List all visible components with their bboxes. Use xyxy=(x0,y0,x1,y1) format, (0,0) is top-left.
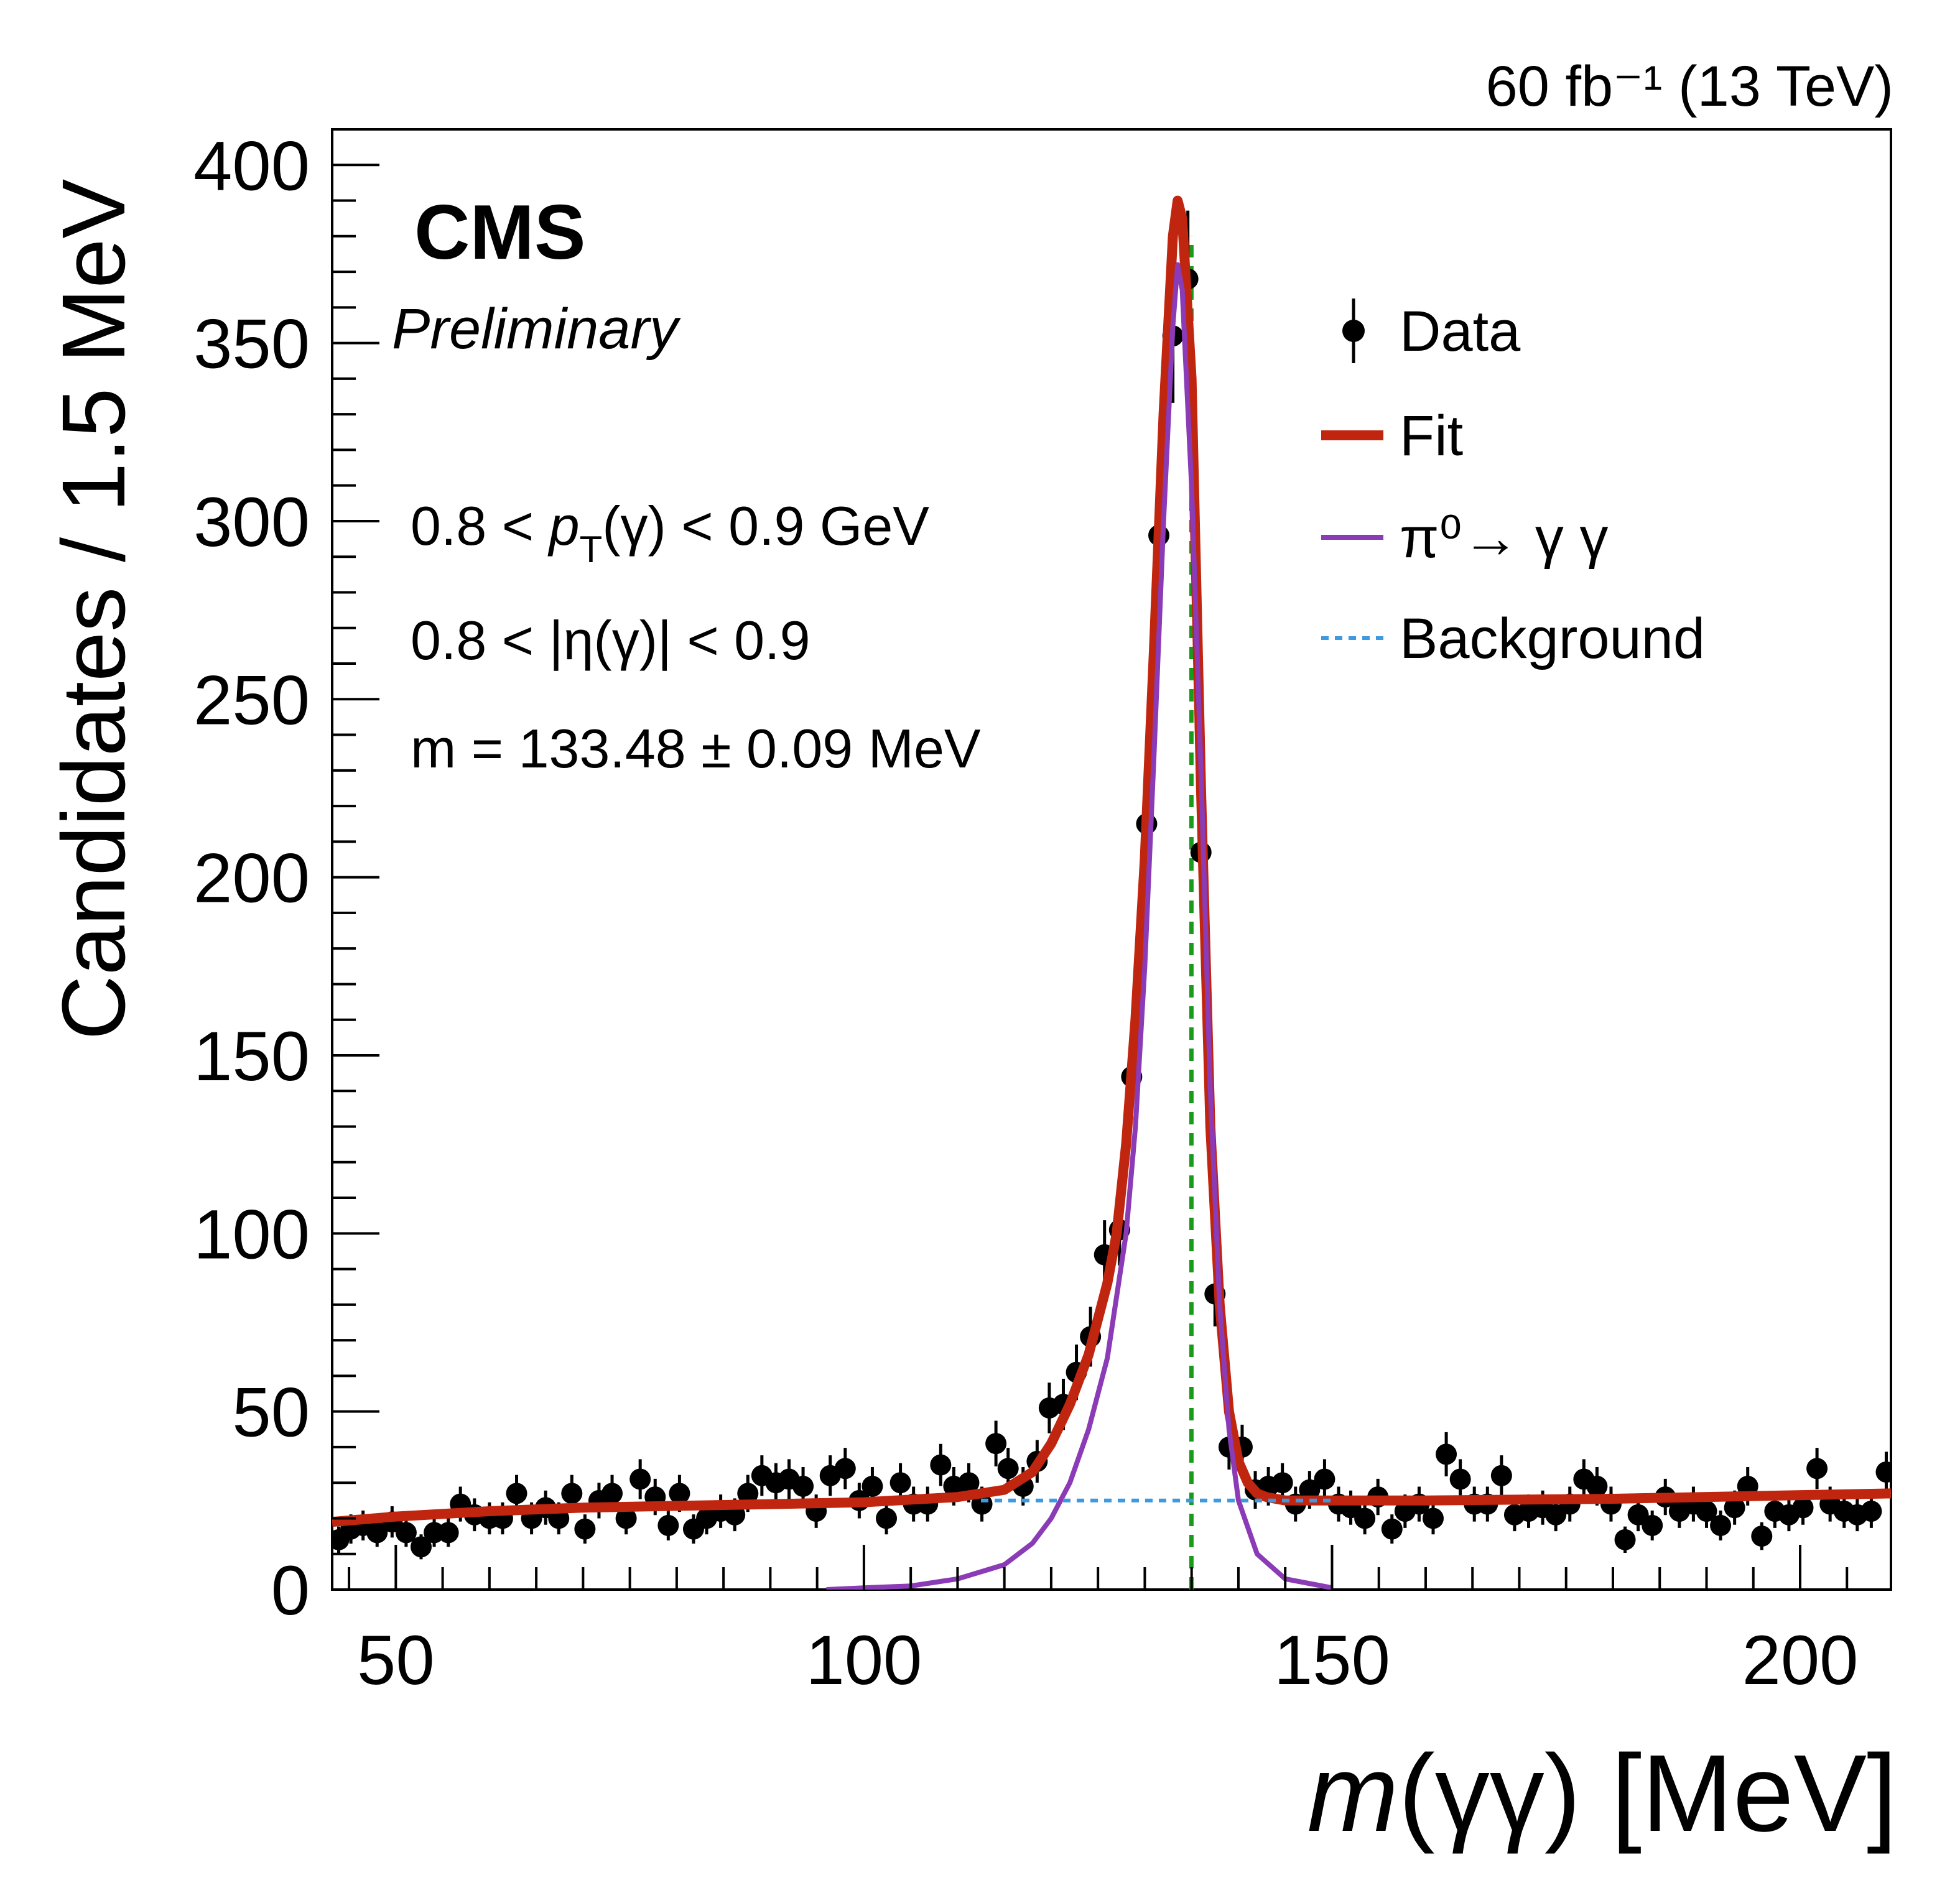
data-point xyxy=(1642,1514,1663,1536)
legend-label: Fit xyxy=(1400,404,1463,468)
y-tick-label: 100 xyxy=(193,1195,310,1273)
annotation: m = 133.48 ± 0.09 MeV xyxy=(411,718,981,779)
x-axis-title-part: m xyxy=(1307,1733,1399,1855)
status-label: Preliminary xyxy=(392,297,681,361)
y-axis-title: Candidates / 1.5 MeV xyxy=(44,179,144,1040)
y-tick-label: 350 xyxy=(193,305,310,383)
data-point xyxy=(506,1483,527,1504)
data-point xyxy=(657,1514,679,1536)
data-point xyxy=(1875,1461,1891,1483)
data-point xyxy=(1423,1507,1444,1529)
annotation-part: 0.8 < xyxy=(411,495,549,557)
x-tick-label: 50 xyxy=(357,1621,435,1699)
data-point xyxy=(437,1522,459,1544)
legend-marker xyxy=(1342,320,1365,342)
x-tick-label: 200 xyxy=(1742,1621,1859,1699)
x-tick-label: 150 xyxy=(1274,1621,1390,1699)
data-point xyxy=(737,1483,759,1504)
annotation-part: p xyxy=(547,495,580,557)
plot-frame xyxy=(331,128,1892,1591)
lumi-label: 60 fb⁻¹ (13 TeV) xyxy=(1486,55,1893,118)
data-point xyxy=(1490,1465,1512,1486)
data-point xyxy=(1696,1501,1717,1522)
data-point xyxy=(601,1483,623,1504)
data-point xyxy=(1299,1479,1321,1501)
x-axis-title: m(γγ) [MeV] xyxy=(1307,1733,1897,1855)
annotation-part: (γ) < 0.9 GeV xyxy=(602,495,929,557)
annotation-part: m = 133.48 ± 0.09 MeV xyxy=(411,718,981,779)
legend-label: Background xyxy=(1400,607,1705,670)
curves xyxy=(332,195,1891,1590)
legend-label: π⁰→ γ γ xyxy=(1400,506,1608,570)
curve xyxy=(332,195,1891,1527)
y-tick-label: 200 xyxy=(193,840,310,917)
data-point xyxy=(1860,1501,1882,1522)
data-point xyxy=(669,1483,690,1504)
data-point xyxy=(574,1518,596,1540)
y-tick-label: 400 xyxy=(193,127,310,205)
annotation-part: 0.8 < |η(γ)| < 0.9 xyxy=(411,609,810,671)
data-point xyxy=(792,1475,814,1497)
legend-label: Data xyxy=(1400,300,1521,363)
experiment-label: CMS xyxy=(414,190,586,276)
y-tick-label: 150 xyxy=(193,1017,310,1095)
annotation: 0.8 < pT(γ) < 0.9 GeV xyxy=(411,495,929,570)
data-point xyxy=(1724,1497,1745,1519)
data-point xyxy=(1271,1472,1293,1494)
data-point xyxy=(366,1522,388,1544)
curve xyxy=(826,262,1333,1590)
data-point xyxy=(889,1472,911,1494)
x-tick-label: 100 xyxy=(806,1621,922,1699)
data-point xyxy=(876,1507,898,1529)
data-point xyxy=(930,1454,952,1476)
data-point xyxy=(1614,1529,1636,1550)
data-point xyxy=(410,1536,432,1558)
data-point xyxy=(1436,1443,1457,1465)
data-point xyxy=(1751,1526,1773,1547)
data-point xyxy=(1381,1518,1403,1540)
y-tick-label: 0 xyxy=(271,1552,310,1629)
data-point xyxy=(1710,1514,1732,1536)
data-point xyxy=(1586,1475,1608,1497)
data-point xyxy=(862,1475,883,1497)
x-axis-title-part: (γγ) [MeV] xyxy=(1398,1733,1897,1855)
data-point xyxy=(1806,1458,1828,1479)
data-point xyxy=(629,1468,651,1490)
annotation-part: T xyxy=(580,529,603,570)
data-point xyxy=(1314,1468,1335,1490)
data-point xyxy=(985,1433,1007,1455)
data-point xyxy=(615,1507,637,1529)
data-point xyxy=(958,1472,980,1494)
y-tick-label: 300 xyxy=(193,483,310,561)
y-tick-label: 250 xyxy=(193,661,310,739)
y-tick-label: 50 xyxy=(232,1374,310,1452)
data-point xyxy=(997,1458,1019,1479)
data-point xyxy=(834,1458,856,1479)
data-point xyxy=(1792,1497,1814,1519)
data-point xyxy=(561,1483,583,1504)
data-point xyxy=(1354,1507,1376,1529)
data-point xyxy=(395,1522,417,1544)
data-point xyxy=(1449,1468,1471,1490)
annotation: 0.8 < |η(γ)| < 0.9 xyxy=(411,609,810,671)
